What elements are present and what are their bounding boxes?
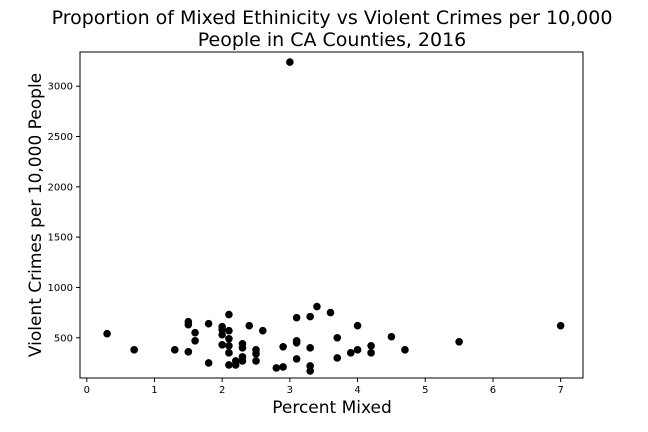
y-tick-label: 2500 <box>48 132 73 143</box>
data-point <box>401 346 409 354</box>
data-point <box>218 340 226 349</box>
data-point <box>387 332 396 341</box>
x-tick-label: 6 <box>490 385 496 396</box>
data-point <box>103 329 111 338</box>
data-point <box>346 349 355 357</box>
data-point <box>184 320 193 329</box>
data-point <box>313 302 321 311</box>
y-axis-label: Violent Crimes per 10,000 People <box>26 73 46 357</box>
data-point <box>225 334 233 343</box>
data-point <box>292 355 301 363</box>
x-axis-label: Percent Mixed <box>272 398 392 418</box>
data-point <box>306 312 314 321</box>
data-point <box>218 330 226 339</box>
data-point <box>130 346 138 354</box>
data-point <box>245 321 254 330</box>
x-tick-label: 3 <box>287 385 293 396</box>
chart-title-line-2: People in CA Counties, 2016 <box>198 29 467 51</box>
data-point <box>292 313 301 322</box>
data-point <box>292 338 301 347</box>
data-point <box>306 367 314 375</box>
data-point <box>225 310 233 319</box>
chart-title-line-1: Proportion of Mixed Ethinicity vs Violen… <box>52 7 613 29</box>
data-point <box>252 357 260 365</box>
y-tick-label: 3000 <box>48 82 73 93</box>
data-point <box>225 349 233 357</box>
data-point <box>272 364 281 372</box>
x-tick-label: 7 <box>557 385 563 396</box>
plot-frame <box>79 51 584 379</box>
x-tick-label: 2 <box>219 385 225 396</box>
data-point <box>279 343 287 351</box>
y-tick-label: 1500 <box>48 233 73 244</box>
data-point <box>191 328 199 337</box>
data-point <box>326 308 335 317</box>
data-point <box>231 361 240 369</box>
data-point <box>353 321 362 330</box>
data-point <box>225 342 233 350</box>
data-point <box>225 326 233 335</box>
data-point <box>367 349 375 357</box>
data-point <box>184 348 193 356</box>
data-point <box>238 344 247 352</box>
data-point <box>306 344 314 352</box>
data-point <box>258 326 267 335</box>
data-points <box>103 58 565 375</box>
data-point <box>204 319 213 328</box>
data-point <box>279 363 287 371</box>
data-point <box>286 58 294 66</box>
data-point <box>204 359 213 367</box>
data-point <box>191 336 199 345</box>
data-point <box>333 333 342 342</box>
y-tick-label: 2000 <box>48 182 73 193</box>
axis-ticks: 0 1 2 3 4 5 6 7 500 1000 1500 2000 2500 3000 <box>48 82 564 396</box>
data-point <box>225 361 233 369</box>
data-point <box>367 342 375 350</box>
data-point <box>455 337 463 346</box>
y-tick-label: 1000 <box>48 283 73 294</box>
data-point <box>353 346 362 354</box>
data-point <box>556 321 565 330</box>
data-point <box>333 354 342 362</box>
data-point <box>170 346 179 354</box>
x-tick-label: 5 <box>422 385 428 396</box>
data-point <box>238 357 247 365</box>
x-tick-label: 1 <box>151 385 157 396</box>
x-tick-label: 0 <box>84 385 90 396</box>
y-tick-label: 500 <box>54 333 73 344</box>
data-point <box>252 350 260 358</box>
x-tick-label: 4 <box>354 385 360 396</box>
